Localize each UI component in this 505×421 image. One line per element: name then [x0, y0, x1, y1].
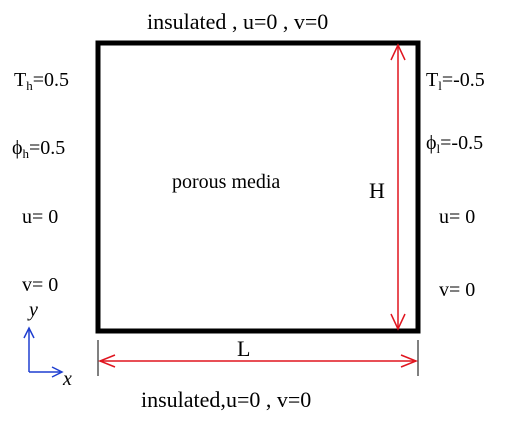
y-axis-label: y	[29, 299, 38, 321]
right-temperature-value: =-0.5	[441, 69, 485, 91]
left-phi-subscript: h	[22, 146, 30, 161]
left-temperature-value: =0.5	[32, 69, 69, 91]
right-phi-subscript: l	[436, 141, 441, 156]
top-u-condition: u=0	[242, 9, 278, 34]
top-v-condition: v=0	[293, 9, 329, 34]
right-temperature-symbol: T	[426, 69, 439, 91]
right-temperature-subscript: l	[438, 78, 442, 93]
length-label: L	[237, 336, 251, 361]
left-phi-value: =0.5	[29, 137, 66, 159]
top-separator: ,	[226, 9, 243, 34]
left-temperature-symbol: T	[14, 69, 27, 91]
domain-label: porous media	[172, 171, 281, 193]
left-temperature-subscript: h	[26, 78, 33, 93]
top-separator-2: ,	[277, 9, 294, 34]
height-dimension-arrow	[390, 43, 406, 331]
left-temperature: Th=0.5	[14, 70, 69, 92]
right-phi-value: =-0.5	[440, 132, 484, 154]
right-v-condition: v= 0	[439, 279, 476, 301]
left-phi-symbol: ϕ	[12, 137, 23, 159]
top-boundary-condition: insulated , u=0 , v=0	[147, 11, 328, 33]
bottom-v-condition: v=0	[276, 387, 312, 412]
cavity-walls	[95, 40, 421, 334]
left-u-condition: u= 0	[22, 206, 59, 228]
bottom-u-condition: u=0	[225, 387, 261, 412]
top-insulated-label: insulated	[147, 9, 227, 34]
length-dimension-arrow	[97, 340, 419, 376]
bottom-insulated-label: insulated,	[141, 387, 226, 412]
left-concentration: ϕh=0.5	[12, 138, 65, 160]
bottom-boundary-condition: insulated,u=0 , v=0	[141, 389, 311, 411]
bottom-separator: ,	[260, 387, 277, 412]
right-u-condition: u= 0	[439, 206, 476, 228]
right-phi-symbol: ϕ	[426, 132, 437, 154]
right-temperature: Tl=-0.5	[426, 70, 485, 92]
height-label: H	[369, 178, 385, 203]
coordinate-axes	[23, 326, 64, 378]
x-axis-label: x	[63, 368, 72, 390]
left-v-condition: v= 0	[22, 274, 59, 296]
right-concentration: ϕl=-0.5	[426, 133, 483, 155]
